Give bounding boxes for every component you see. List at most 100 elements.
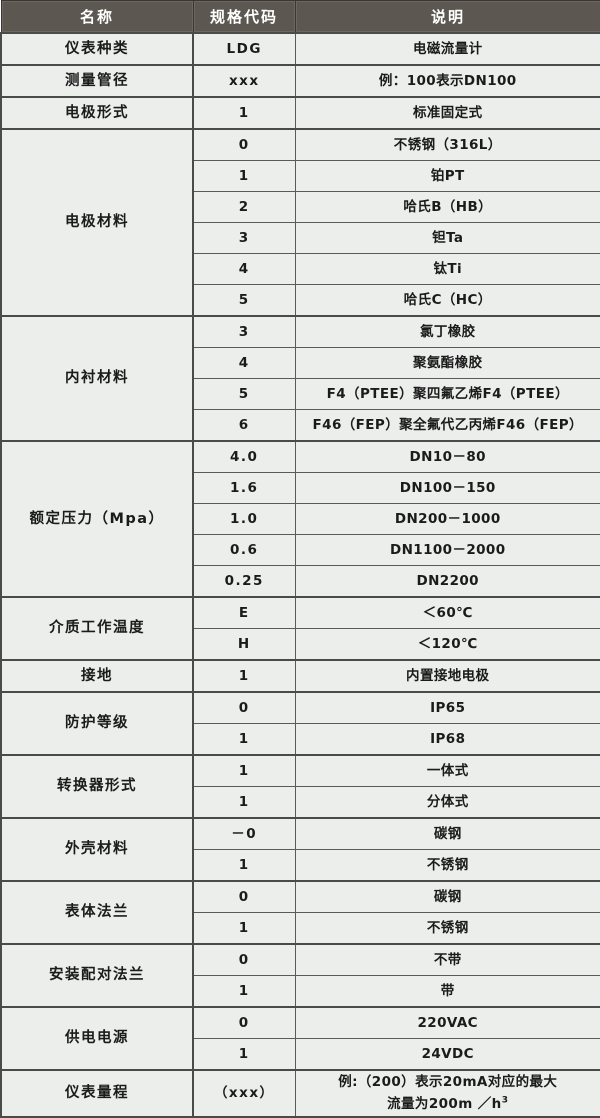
- table-row: 1 不锈钢: [1, 849, 600, 882]
- spec-code-cell: xxx: [192, 64, 296, 98]
- spec-code-cell: 1: [192, 160, 296, 192]
- spec-code-cell: 0: [192, 943, 296, 976]
- table-row: 测量管径 xxx 例：100表示DN100: [0, 64, 600, 98]
- table-row: 转换器形式 1 一体式: [0, 754, 600, 819]
- table-row: 2 哈氏B（HB）: [1, 191, 600, 223]
- cubic-exponent: 3: [501, 1095, 509, 1106]
- description-cell: 碳钢: [294, 880, 600, 913]
- table-row: 0.6 DN1100－2000: [1, 534, 600, 566]
- description-cell: 氯丁橡胶: [294, 315, 600, 348]
- spec-code-cell: 0: [192, 691, 296, 724]
- table-row: 接地 1 内置接地电极: [0, 659, 600, 693]
- table-row: 表体法兰 0 碳钢: [0, 880, 600, 945]
- description-cell: 不带: [294, 943, 600, 976]
- description-cell: 铂PT: [294, 160, 600, 192]
- description-cell: 标准固定式: [294, 96, 600, 130]
- table-row: 1 IP68: [1, 723, 600, 756]
- column-header-name: 名称: [0, 0, 194, 34]
- row-group-name: 仪表种类: [0, 32, 194, 66]
- description-cell: ＜120℃: [294, 628, 600, 661]
- spec-code-cell: 2: [192, 191, 296, 223]
- description-cell: 哈氏C（HC）: [294, 284, 600, 317]
- description-line-2: 流量为200m ／h3: [387, 1095, 509, 1113]
- spec-code-cell: 1.6: [192, 472, 296, 504]
- row-group-name: 外壳材料: [0, 817, 194, 882]
- table-body: 仪表种类 LDG 电磁流量计 测量管径 xxx 例：100表示DN100 电极形式 1 标准固定…: [0, 32, 600, 1118]
- description-cell: 24VDC: [294, 1038, 600, 1071]
- spec-code-cell: 1: [192, 849, 296, 882]
- table-row: 6 F46（FEP）聚全氟代乙丙烯F46（FEP）: [1, 409, 600, 442]
- description-cell: 不锈钢（316L）: [294, 128, 600, 161]
- row-group-name: 接地: [0, 659, 194, 693]
- description-cell: 220VAC: [294, 1006, 600, 1039]
- row-group-name: 防护等级: [0, 691, 194, 756]
- description-line-1: 例:（200）表示20mA对应的最大: [338, 1074, 558, 1090]
- spec-code-cell: 3: [192, 315, 296, 348]
- spec-code-cell: 4: [192, 347, 296, 379]
- table-row: 电极形式 1 标准固定式: [0, 96, 600, 130]
- description-cell: DN1100－2000: [294, 534, 600, 566]
- row-group-name: 内衬材料: [0, 315, 194, 442]
- row-group-name: 转换器形式: [0, 754, 194, 819]
- description-cell: DN100－150: [294, 472, 600, 504]
- description-cell: IP68: [294, 723, 600, 756]
- row-group-name: 测量管径: [0, 64, 194, 98]
- description-cell: 电磁流量计: [294, 32, 600, 66]
- table-header: 名称 规格代码 说明: [0, 0, 600, 34]
- spec-code-cell: 1: [192, 723, 296, 756]
- row-group-name: 电极材料: [0, 128, 194, 317]
- table-row: 供电电源 0 220VAC: [0, 1006, 600, 1071]
- description-cell: DN200－1000: [294, 503, 600, 535]
- spec-code-cell: 1: [192, 754, 296, 787]
- table-row: 安装配对法兰 0 不带: [0, 943, 600, 1008]
- description-cell: 例:（200）表示20mA对应的最大 流量为200m ／h3: [294, 1069, 600, 1118]
- spec-code-cell: H: [192, 628, 296, 661]
- spec-code-cell: 3: [192, 222, 296, 254]
- table-row: 1 分体式: [1, 786, 600, 819]
- spec-code-cell: 1: [192, 975, 296, 1008]
- description-cell: 钽Ta: [294, 222, 600, 254]
- spec-code-cell: 4: [192, 253, 296, 285]
- column-header-spec-code: 规格代码: [192, 0, 296, 34]
- table-row: 1.0 DN200－1000: [1, 503, 600, 535]
- description-cell: F46（FEP）聚全氟代乙丙烯F46（FEP）: [294, 409, 600, 442]
- row-group-name: 供电电源: [0, 1006, 194, 1071]
- spec-code-cell: 0: [192, 1006, 296, 1039]
- spec-code-cell: LDG: [192, 32, 296, 66]
- description-cell: 一体式: [294, 754, 600, 787]
- table-row: 额定压力（Mpa） 4.0 DN10－80: [0, 440, 600, 598]
- table-row: 电极材料 0 不锈钢（316L）: [0, 128, 600, 317]
- spec-code-cell: 1: [192, 96, 296, 130]
- row-group-name: 仪表量程: [0, 1069, 194, 1118]
- spec-code-cell: 1: [192, 912, 296, 945]
- description-cell: 例：100表示DN100: [294, 64, 600, 98]
- description-cell: F4（PTEE）聚四氟乙烯F4（PTEE）: [294, 378, 600, 410]
- table-row: 外壳材料 －0 碳钢: [0, 817, 600, 882]
- row-group-name: 电极形式: [0, 96, 194, 130]
- spec-code-cell: －0: [192, 817, 296, 850]
- description-cell: DN10－80: [294, 440, 600, 473]
- description-cell: 内置接地电极: [294, 659, 600, 693]
- description-cell: 带: [294, 975, 600, 1008]
- column-header-description: 说明: [294, 0, 600, 34]
- table-row: 1.6 DN100－150: [1, 472, 600, 504]
- spec-code-cell: （xxx）: [192, 1069, 296, 1118]
- spec-code-cell: 6: [192, 409, 296, 442]
- table-row: 4 钛Ti: [1, 253, 600, 285]
- table-row: 仪表量程 （xxx） 例:（200）表示20mA对应的最大 流量为200m ／h3: [0, 1069, 600, 1118]
- spec-code-cell: 0.6: [192, 534, 296, 566]
- description-cell: ＜60℃: [294, 596, 600, 629]
- row-group-name: 表体法兰: [0, 880, 194, 945]
- description-cell: 不锈钢: [294, 912, 600, 945]
- table-row: 介质工作温度 E ＜60℃: [0, 596, 600, 661]
- table-row: 5 哈氏C（HC）: [1, 284, 600, 317]
- description-cell: 碳钢: [294, 817, 600, 850]
- description-cell: 不锈钢: [294, 849, 600, 882]
- spec-code-cell: E: [192, 596, 296, 629]
- description-cell: DN2200: [294, 565, 600, 598]
- row-group-name: 介质工作温度: [0, 596, 194, 661]
- spec-code-cell: 1: [192, 786, 296, 819]
- description-cell: 分体式: [294, 786, 600, 819]
- table-row: 防护等级 0 IP65: [0, 691, 600, 756]
